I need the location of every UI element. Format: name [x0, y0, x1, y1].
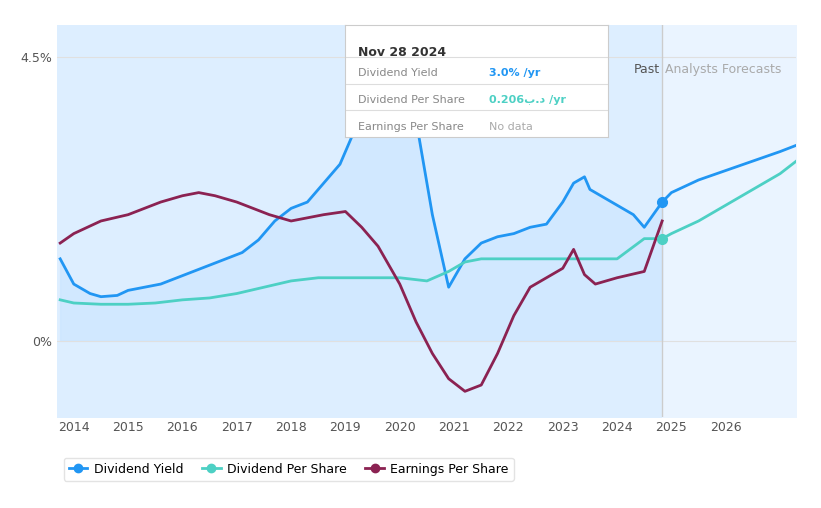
Text: Past: Past	[633, 64, 659, 76]
Text: Dividend Yield: Dividend Yield	[358, 68, 438, 78]
Text: Nov 28 2024: Nov 28 2024	[358, 46, 446, 58]
Legend: Dividend Yield, Dividend Per Share, Earnings Per Share: Dividend Yield, Dividend Per Share, Earn…	[64, 458, 514, 481]
Text: 0.206ب.د /yr: 0.206ب.د /yr	[489, 94, 566, 105]
Text: Analysts Forecasts: Analysts Forecasts	[665, 64, 782, 76]
Text: 3.0% /yr: 3.0% /yr	[489, 68, 541, 78]
Text: No data: No data	[489, 121, 533, 132]
Text: Dividend Per Share: Dividend Per Share	[358, 94, 465, 105]
Text: Earnings Per Share: Earnings Per Share	[358, 121, 464, 132]
